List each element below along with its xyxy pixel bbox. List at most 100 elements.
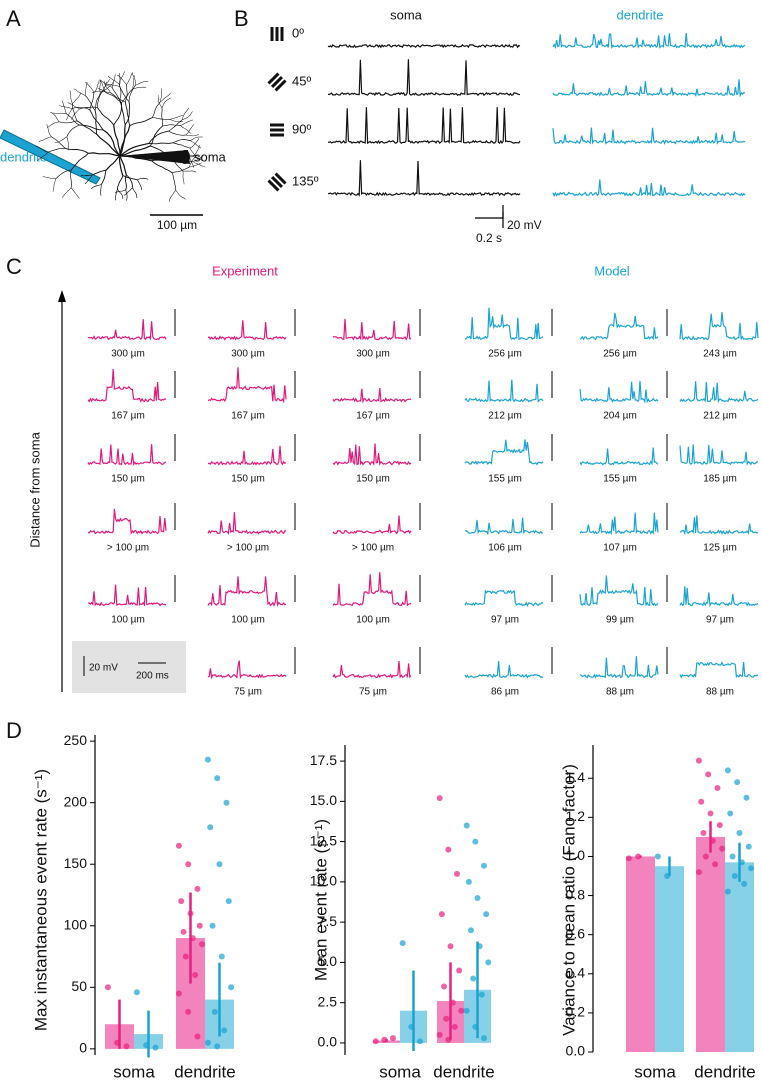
neurite <box>157 95 163 109</box>
data-point <box>192 972 199 978</box>
scale-label: 100 µm <box>157 218 197 232</box>
neurite <box>161 107 164 126</box>
trace <box>207 367 287 404</box>
distance-label: 100 µm <box>356 615 390 626</box>
data-point <box>228 984 235 991</box>
y-tick-label: 250 <box>64 732 88 748</box>
data-point <box>196 922 203 929</box>
trace <box>87 444 167 466</box>
neurite <box>107 75 120 84</box>
pipette <box>0 129 101 185</box>
neurite <box>99 79 106 92</box>
distance-label: 88 µm <box>706 687 734 698</box>
neurite <box>70 169 72 188</box>
trace <box>579 575 659 607</box>
data-point <box>447 943 454 950</box>
trace <box>464 589 544 607</box>
distance-label: 125 µm <box>703 543 737 554</box>
trace <box>332 515 412 535</box>
neurite <box>84 95 96 111</box>
neurite <box>93 80 100 93</box>
y-tick-label: 15.0 <box>310 792 337 808</box>
panel-label: A <box>6 6 21 31</box>
distance-label: 167 µm <box>231 411 265 422</box>
neurite <box>185 124 195 136</box>
neurite <box>189 138 200 149</box>
pipette-tip <box>180 150 190 164</box>
neurite <box>149 125 164 147</box>
data-point <box>480 1035 487 1042</box>
distance-label: 204 µm <box>603 411 637 422</box>
grating-bar <box>270 175 284 189</box>
data-point <box>443 1015 450 1022</box>
trace <box>327 107 521 145</box>
neurite <box>72 106 90 111</box>
neurite <box>131 72 136 86</box>
data-point <box>399 940 406 947</box>
neurite <box>100 184 102 196</box>
neurite <box>90 184 102 190</box>
neurite <box>182 170 197 173</box>
y-tick-label: 0.8 <box>566 886 586 902</box>
trace <box>332 572 412 607</box>
trace <box>579 656 659 679</box>
neurite <box>73 88 86 96</box>
y-tick-label: 100 <box>64 916 88 932</box>
data-point <box>199 941 206 948</box>
neurite <box>61 187 72 198</box>
data-point <box>743 794 750 801</box>
data-point <box>707 810 714 817</box>
distance-label: 256 µm <box>603 349 637 360</box>
y-tick-label: 0.4 <box>566 964 586 980</box>
bar <box>626 856 655 1052</box>
neurite <box>85 81 95 93</box>
neurite <box>118 71 125 84</box>
neurite <box>70 152 89 171</box>
y-tick-label: 10.0 <box>310 873 337 889</box>
neurite <box>42 176 56 179</box>
neurite <box>54 136 67 143</box>
neurite <box>38 136 52 142</box>
neurite <box>35 145 48 153</box>
grating-bar <box>274 172 287 185</box>
grating-bar <box>267 179 280 192</box>
distance-label: 88 µm <box>606 687 634 698</box>
data-point <box>214 775 221 782</box>
neurite <box>118 73 121 87</box>
trace <box>464 439 544 466</box>
trace <box>327 59 521 97</box>
data-point <box>204 756 211 763</box>
neurite <box>160 92 171 103</box>
data-point <box>724 767 731 774</box>
neurite <box>171 172 177 191</box>
data-point <box>389 1035 396 1042</box>
neurite <box>69 90 73 104</box>
trace <box>679 444 758 466</box>
data-point <box>705 771 712 778</box>
neurite <box>67 102 80 110</box>
trace <box>464 307 544 341</box>
data-point <box>152 1044 159 1051</box>
data-point <box>700 829 707 836</box>
y-tick-label: 1.4 <box>566 769 586 785</box>
y-tick-label: 200 <box>64 793 88 809</box>
arrow-head <box>58 290 66 302</box>
data-point <box>745 843 752 850</box>
distance-label: 75 µm <box>359 687 387 698</box>
data-point <box>463 1007 470 1014</box>
neurite <box>188 154 202 159</box>
neurite <box>51 136 66 149</box>
data-point <box>724 888 731 895</box>
neurite <box>52 178 57 192</box>
trace <box>552 79 746 98</box>
trace <box>207 660 287 680</box>
data-point <box>372 1038 379 1045</box>
neurite <box>137 178 149 181</box>
neurite <box>46 124 52 137</box>
data-point <box>416 1038 423 1045</box>
neurite <box>169 119 184 123</box>
distance-label: 167 µm <box>356 411 390 422</box>
data-point <box>185 1008 192 1015</box>
distance-label: 185 µm <box>703 474 737 485</box>
y-tick-label: 150 <box>64 855 88 871</box>
